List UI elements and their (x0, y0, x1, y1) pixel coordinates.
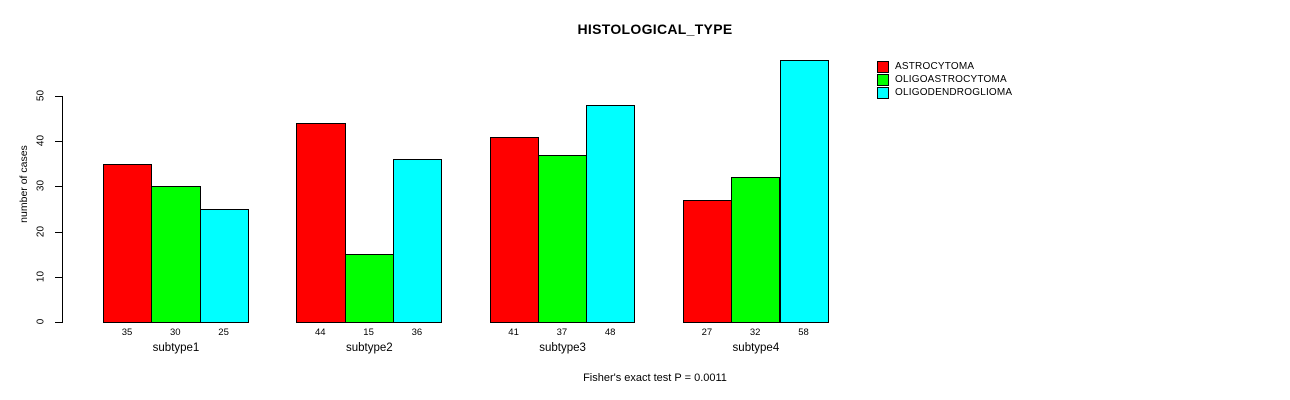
category-label-subtype4: subtype4 (732, 342, 780, 354)
bar-value-label: 25 (218, 327, 229, 338)
y-axis-line (62, 96, 63, 323)
y-tick (55, 96, 62, 97)
chart-title: HISTOLOGICAL_TYPE (577, 21, 733, 37)
y-tick (55, 231, 62, 233)
bar-value-label: 36 (411, 327, 423, 338)
legend-item-oligoastrocytoma: OLIGOASTROCYTOMA (877, 73, 1012, 86)
y-tick-label: 40 (35, 135, 47, 147)
footer-annotation: Fisher's exact test P = 0.0011 (583, 372, 727, 384)
bar-subtype2-oligoastrocytoma (344, 254, 394, 323)
legend-item-astrocytoma: ASTROCYTOMA (877, 60, 1012, 73)
y-tick-label: 10 (35, 270, 47, 282)
legend-swatch-icon (877, 73, 889, 86)
bar-subtype1-astrocytoma (103, 163, 153, 323)
category-label-subtype3: subtype3 (539, 342, 586, 354)
bar-subtype1-oligodendroglioma (199, 209, 249, 323)
y-axis-label: number of cases (18, 145, 30, 223)
bar-subtype3-oligodendroglioma (586, 105, 636, 323)
bar-subtype4-oligodendroglioma (779, 59, 829, 323)
legend-swatch-icon (877, 60, 889, 73)
y-tick-label: 0 (35, 318, 47, 325)
legend-label: OLIGOASTROCYTOMA (895, 74, 1007, 85)
y-tick (55, 322, 62, 323)
y-tick-label: 50 (35, 89, 47, 102)
y-tick (55, 141, 62, 143)
bar-value-label: 41 (508, 327, 519, 338)
bar-subtype2-astrocytoma (296, 123, 346, 323)
bar-value-label: 58 (798, 327, 809, 338)
y-tick-label: 20 (35, 225, 47, 237)
legend-swatch-icon (877, 86, 889, 99)
bar-subtype3-astrocytoma (489, 136, 539, 323)
category-label-subtype2: subtype2 (345, 342, 393, 354)
bar-value-label: 32 (749, 327, 761, 338)
bar-subtype4-astrocytoma (682, 199, 733, 323)
bar-subtype3-oligoastrocytoma (537, 154, 588, 323)
bar-subtype1-oligoastrocytoma (151, 186, 201, 323)
bar-value-label: 27 (701, 327, 713, 338)
bar-value-label: 48 (604, 327, 616, 338)
bar-value-label: 44 (315, 327, 326, 338)
bar-value-label: 37 (556, 327, 568, 338)
legend: ASTROCYTOMA OLIGOASTROCYTOMA OLIGODENDROGL… (877, 60, 1012, 99)
bar-subtype4-oligoastrocytoma (731, 177, 781, 323)
category-label-subtype1: subtype1 (152, 342, 200, 354)
bar-subtype2-oligodendroglioma (392, 159, 443, 323)
legend-label: OLIGODENDROGLIOMA (895, 87, 1013, 98)
y-tick (55, 186, 62, 188)
y-tick (55, 276, 62, 278)
legend-item-oligodendroglioma: OLIGODENDROGLIOMA (877, 86, 1012, 99)
bar-value-label: 30 (170, 327, 181, 338)
bar-value-label: 15 (363, 327, 374, 338)
bar-value-label: 35 (121, 327, 133, 338)
legend-label: ASTROCYTOMA (895, 61, 975, 72)
y-tick-label: 30 (35, 180, 47, 192)
